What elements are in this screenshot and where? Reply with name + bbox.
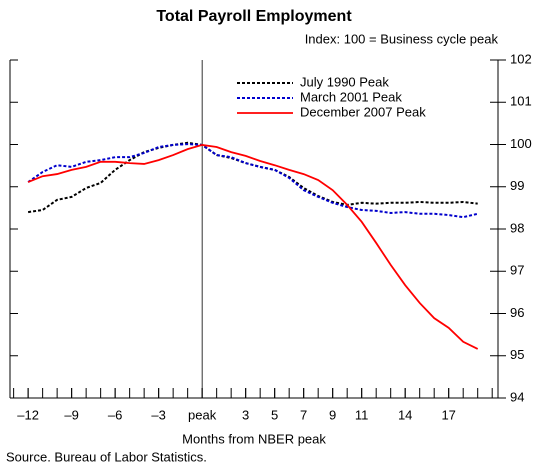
y-tick-label: 95 xyxy=(510,347,524,362)
y-tick-label: 94 xyxy=(510,389,524,404)
y-tick-label: 96 xyxy=(510,305,524,320)
data-line xyxy=(27,144,479,350)
x-tick-label: –6 xyxy=(108,407,122,422)
x-tick-label: 7 xyxy=(300,407,307,422)
x-tick-label: –12 xyxy=(17,407,39,422)
y-tick-label: 98 xyxy=(510,220,524,235)
y-tick-label: 97 xyxy=(510,263,524,278)
x-tick-label: –3 xyxy=(151,407,165,422)
x-tick-label: 11 xyxy=(355,407,369,422)
chart-subtitle: Index: 100 = Business cycle peak xyxy=(305,31,499,46)
y-tick-label: 101 xyxy=(510,94,532,109)
chart-title: Total Payroll Employment xyxy=(156,8,352,25)
x-tick-label: 14 xyxy=(398,407,412,422)
legend-label: December 2007 Peak xyxy=(300,104,426,119)
x-tick-label: peak xyxy=(188,407,217,422)
x-tick-label: –9 xyxy=(64,407,78,422)
x-tick-label: 3 xyxy=(242,407,249,422)
legend-label: July 1990 Peak xyxy=(300,74,389,89)
y-tick-label: 99 xyxy=(510,178,524,193)
y-tick-label: 100 xyxy=(510,136,532,151)
x-tick-label: 5 xyxy=(271,407,278,422)
y-tick-label: 102 xyxy=(510,51,532,66)
data-line xyxy=(27,141,478,214)
x-tick-label: 17 xyxy=(441,407,455,422)
x-tick-label: 9 xyxy=(329,407,336,422)
legend-label: March 2001 Peak xyxy=(300,89,402,104)
data-line xyxy=(27,143,478,219)
source-note: Source. Bureau of Labor Statistics. xyxy=(6,449,207,464)
x-axis-label: Months from NBER peak xyxy=(182,431,326,446)
